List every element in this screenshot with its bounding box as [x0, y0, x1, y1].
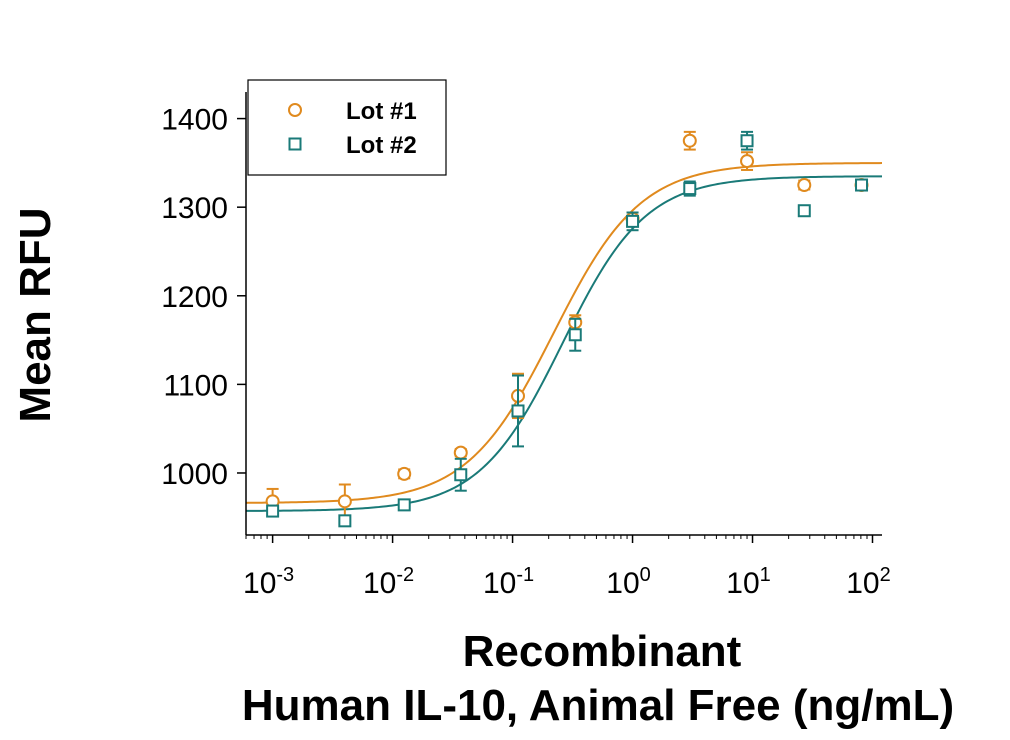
data-point-lot-2: [397, 498, 411, 512]
legend: Lot #1 Lot #2: [247, 79, 447, 176]
x-tick-base: 10: [483, 567, 516, 600]
x-tick-exponent: 1: [760, 564, 771, 586]
data-point-lot-2: [740, 130, 754, 151]
legend-marker-lot1: [288, 103, 302, 117]
legend-box: [247, 79, 447, 176]
data-point-lot-2: [338, 514, 352, 528]
legend-label-lot2: Lot #2: [346, 132, 417, 159]
y-tick-label: 1000: [161, 458, 228, 491]
data-point-lot-2: [568, 317, 582, 352]
x-tick-exponent: -3: [276, 564, 294, 586]
y-tick-label: 1300: [161, 192, 228, 225]
x-tick-base: 10: [846, 567, 879, 600]
fit-curve-lot-1: [245, 162, 883, 504]
x-tick-base: 10: [243, 567, 276, 600]
y-tick-label: 1200: [161, 281, 228, 314]
x-tick-label: 10-2: [363, 564, 414, 600]
marker-circle: [453, 445, 468, 460]
x-axis-title-line2: Human IL-10, Animal Free (ng/mL): [242, 681, 954, 730]
marker-square: [626, 214, 640, 228]
x-tick-base: 10: [606, 567, 639, 600]
x-axis-ticks: 10-3 10-2 10-1 100 101 102: [243, 535, 891, 600]
data-point-lot-1: [397, 466, 412, 481]
x-axis-title-line1: Recombinant: [463, 627, 742, 676]
marker-circle: [682, 133, 697, 148]
data-point-lot-2: [266, 504, 280, 518]
data-point-lot-2: [626, 211, 640, 232]
y-tick-label: 1400: [161, 104, 228, 137]
y-axis-ticks: 1000 1100 1200 1300 1400: [161, 104, 246, 491]
fit-curves: [245, 162, 883, 512]
marker-square: [397, 498, 411, 512]
marker-square: [797, 204, 811, 218]
x-tick-exponent: -2: [396, 564, 414, 586]
marker-circle: [397, 466, 412, 481]
legend-label-lot1: Lot #1: [346, 98, 417, 125]
fit-curve-lot-2: [245, 175, 883, 512]
marker-square: [511, 404, 525, 418]
marker-square: [740, 134, 754, 148]
data-point-lot-1: [337, 483, 352, 520]
x-tick-base: 10: [363, 567, 396, 600]
x-tick-label: 10-1: [483, 564, 534, 600]
data-point-lot-1: [682, 130, 697, 151]
marker-square: [266, 504, 280, 518]
marker-circle: [337, 494, 352, 509]
data-point-lot-2: [454, 457, 468, 492]
x-tick-exponent: 2: [880, 564, 891, 586]
marker-square: [855, 178, 869, 192]
data-points: [265, 130, 869, 528]
x-tick-label: 100: [606, 564, 651, 600]
marker-circle: [740, 154, 755, 169]
y-axis-title: Mean RFU: [11, 207, 60, 422]
x-tick-exponent: -1: [516, 564, 534, 586]
data-point-lot-1: [453, 445, 468, 460]
marker-square: [338, 514, 352, 528]
data-point-lot-1: [740, 151, 755, 171]
x-tick-exponent: 0: [640, 564, 651, 586]
x-tick-label: 101: [726, 564, 771, 600]
marker-square: [454, 468, 468, 482]
x-tick-label: 102: [846, 564, 891, 600]
legend-marker-lot2: [288, 137, 302, 151]
data-point-lot-2: [511, 374, 525, 448]
marker-square: [683, 182, 697, 196]
data-point-lot-2: [797, 204, 811, 218]
data-point-lot-1: [797, 178, 812, 193]
marker-circle: [797, 178, 812, 193]
data-point-lot-2: [855, 178, 869, 192]
x-tick-base: 10: [726, 567, 759, 600]
marker-square: [568, 328, 582, 342]
data-point-lot-2: [683, 180, 697, 197]
y-tick-label: 1100: [163, 369, 228, 402]
x-tick-label: 10-3: [243, 564, 294, 600]
